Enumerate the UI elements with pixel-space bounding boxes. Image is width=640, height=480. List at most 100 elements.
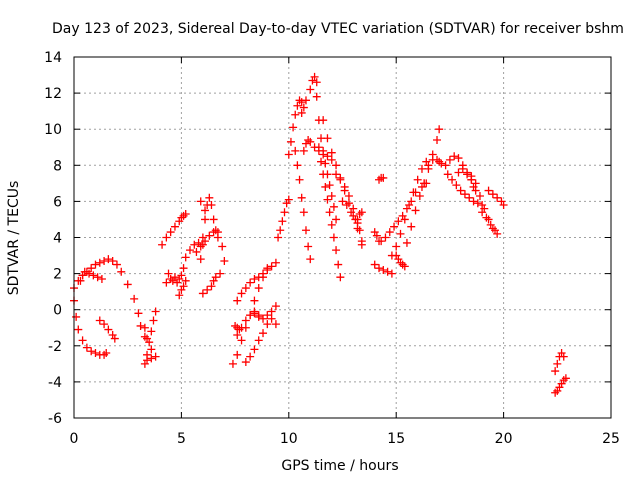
data-points	[70, 72, 570, 397]
data-point	[289, 123, 298, 132]
data-point	[392, 251, 401, 260]
data-point	[170, 222, 179, 231]
data-point	[422, 157, 431, 166]
data-point	[100, 256, 109, 265]
data-point	[450, 152, 459, 161]
data-point	[233, 296, 242, 305]
data-point	[357, 208, 366, 217]
data-point	[390, 222, 399, 231]
data-point	[250, 309, 259, 318]
data-point	[347, 208, 356, 217]
data-point	[231, 321, 240, 330]
data-point	[471, 179, 480, 188]
data-point	[130, 294, 139, 303]
data-point	[284, 150, 293, 159]
data-point	[72, 312, 81, 321]
data-point	[469, 197, 478, 206]
y-tick-label: -6	[48, 411, 62, 427]
data-point	[417, 182, 426, 191]
data-point	[190, 240, 199, 249]
data-point	[480, 204, 489, 213]
data-point	[308, 76, 317, 85]
data-point	[491, 226, 500, 235]
data-point	[478, 201, 487, 210]
data-point	[355, 210, 364, 219]
data-point	[327, 155, 336, 164]
data-point	[319, 116, 328, 125]
data-point	[456, 186, 465, 195]
data-point	[460, 190, 469, 199]
data-point	[108, 330, 117, 339]
data-point	[140, 359, 149, 368]
data-point	[332, 246, 341, 255]
data-point	[394, 255, 403, 264]
data-point	[443, 170, 452, 179]
data-point	[297, 98, 306, 107]
data-point	[233, 323, 242, 332]
data-point	[321, 159, 330, 168]
data-point	[198, 233, 207, 242]
series-arc-27	[319, 116, 362, 233]
x-tick-label: 0	[70, 431, 79, 447]
data-point	[381, 233, 390, 242]
y-tick-label: 14	[44, 50, 62, 66]
y-tick-label: -2	[48, 339, 62, 355]
data-point	[407, 197, 416, 206]
data-point	[409, 188, 418, 197]
series-arc-06	[140, 323, 160, 365]
data-point	[267, 307, 276, 316]
data-point	[310, 72, 319, 81]
data-point	[201, 215, 210, 224]
data-point	[377, 237, 386, 246]
data-point	[145, 338, 154, 347]
data-point	[246, 352, 255, 361]
data-point	[87, 347, 96, 356]
data-point	[108, 256, 117, 265]
series-arc-20	[274, 195, 293, 242]
data-point	[553, 359, 562, 368]
data-point	[147, 327, 156, 336]
data-point	[295, 175, 304, 184]
data-point	[301, 139, 310, 148]
data-point	[233, 330, 242, 339]
data-point	[280, 208, 289, 217]
data-point	[338, 197, 347, 206]
data-point	[181, 276, 190, 285]
data-point	[370, 228, 379, 237]
data-point	[175, 217, 184, 226]
data-point	[458, 164, 467, 173]
data-point	[473, 199, 482, 208]
data-point	[164, 269, 173, 278]
data-point	[551, 388, 560, 397]
data-point	[205, 231, 214, 240]
data-point	[259, 269, 268, 278]
data-point	[375, 175, 384, 184]
data-point	[332, 161, 341, 170]
data-point	[87, 264, 96, 273]
data-point	[551, 367, 560, 376]
data-point	[209, 215, 218, 224]
data-point	[306, 255, 315, 264]
data-point	[211, 226, 220, 235]
data-point	[143, 334, 152, 343]
data-point	[250, 345, 259, 354]
data-point	[263, 311, 272, 320]
data-point	[297, 108, 306, 117]
series-arc-25	[312, 92, 341, 224]
data-point	[471, 186, 480, 195]
series-arc-10	[192, 228, 229, 265]
data-point	[151, 307, 160, 316]
data-point	[254, 273, 263, 282]
data-point	[177, 213, 186, 222]
x-tick-label: 10	[280, 431, 298, 447]
y-tick-label: 4	[53, 231, 62, 247]
data-point	[196, 242, 205, 251]
series-arc-32	[370, 260, 396, 278]
data-point	[327, 220, 336, 229]
data-point	[209, 276, 218, 285]
data-point	[319, 170, 328, 179]
data-point	[370, 260, 379, 269]
series-arc-47	[551, 374, 570, 397]
data-point	[91, 349, 100, 358]
